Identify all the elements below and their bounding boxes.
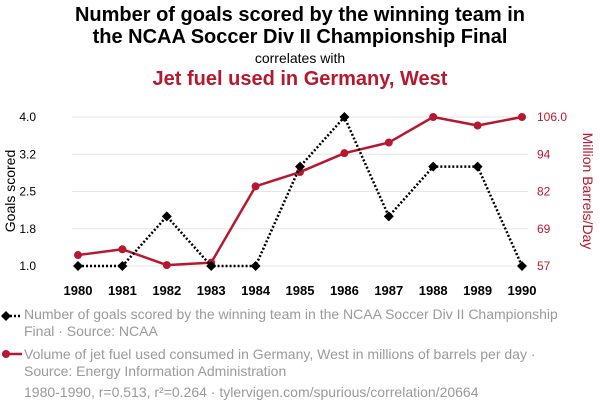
legend-diamond-icon (1, 311, 11, 321)
series-1-point (517, 261, 527, 271)
x-tick-label: 1980 (64, 283, 93, 298)
series-1-point (428, 161, 439, 172)
series-2-point (118, 245, 127, 254)
series-2-point (162, 261, 171, 270)
series-2-point (340, 149, 349, 158)
series-2-point (74, 251, 82, 260)
legend-marker-series-2 (2, 350, 22, 358)
footer-note: 1980-1990, r=0.513, r²=0.264 · tylervige… (24, 384, 479, 400)
legend-text-series-2: Volume of jet fuel used consumed in Germ… (24, 346, 536, 379)
x-tick-label: 1984 (241, 283, 271, 298)
x-tick-label: 1986 (330, 283, 359, 298)
gridlines (72, 116, 528, 267)
left-tick-label: 4.0 (19, 110, 36, 124)
right-tick-label: 57 (537, 259, 551, 273)
series-2-point (296, 168, 304, 177)
chart-title-line-2: the NCAA Soccer Div II Championship Fina… (92, 26, 508, 48)
right-tick-label: 94 (537, 147, 551, 161)
right-axis-ticks: 57 69 82 94 106.0 (537, 110, 567, 273)
x-tick-label: 1989 (463, 283, 492, 298)
x-axis-ticks: 1980 1981 1982 1983 1984 1985 1986 1987 1988 1989… (64, 283, 537, 298)
x-tick-label: 1987 (374, 283, 403, 298)
right-tick-label: 82 (537, 185, 551, 199)
legend-marker-series-1 (1, 311, 22, 321)
correlates-with-label: correlates with (254, 50, 346, 66)
series-layer (73, 112, 527, 271)
left-axis-label: Goals scored (2, 150, 18, 232)
series-1-point (250, 261, 261, 271)
series-1-point (161, 211, 172, 222)
series-2-point (429, 113, 438, 121)
x-tick-label: 1981 (108, 283, 137, 298)
left-axis-ticks: 1.0 1.8 2.5 3.2 4.0 (19, 110, 36, 273)
x-tick-label: 1985 (286, 283, 315, 298)
right-tick-label: 106.0 (537, 110, 567, 124)
series-2-point (473, 121, 482, 130)
series-2-point (251, 182, 260, 191)
series-1-point (383, 211, 394, 222)
legend-circle-icon (2, 350, 10, 358)
right-axis-label: Million Barrels/Day (580, 133, 596, 250)
legend-text-series-1: Number of goals scored by the winning te… (24, 306, 558, 339)
chart-title-line-1: Number of goals scored by the winning te… (74, 4, 526, 26)
left-tick-label: 2.5 (19, 185, 36, 199)
series-2-point (384, 138, 393, 147)
x-tick-label: 1988 (419, 283, 448, 298)
left-tick-label: 3.2 (19, 147, 36, 161)
x-tick-label: 1990 (508, 283, 537, 298)
x-tick-label: 1983 (197, 283, 226, 298)
series-1-point (117, 261, 128, 271)
series-1-point (73, 261, 83, 271)
x-tick-label: 1982 (152, 283, 181, 298)
left-tick-label: 1.8 (19, 222, 36, 236)
series-2-point (518, 113, 526, 121)
series-1-point (206, 261, 217, 271)
right-tick-label: 69 (537, 222, 551, 236)
series-1-point (295, 161, 305, 172)
left-tick-label: 1.0 (19, 259, 36, 273)
series-1-point (339, 112, 350, 122)
series-1-point (472, 161, 483, 172)
chart-subtitle: Jet fuel used in Germany, West (152, 68, 448, 90)
series-1-line (78, 114, 524, 268)
